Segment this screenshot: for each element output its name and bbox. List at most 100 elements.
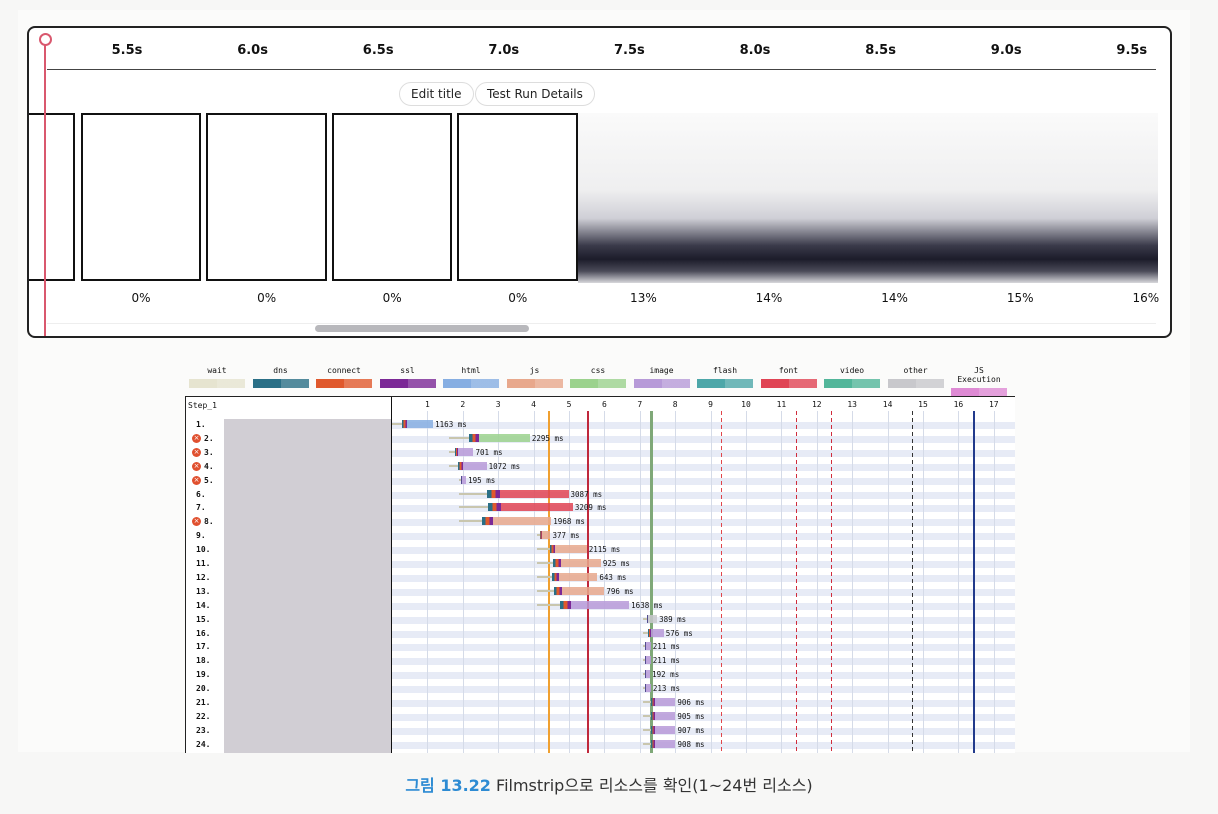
row-stripe [392, 672, 1015, 680]
time-label: 5.5s [111, 43, 143, 58]
wait-segment [459, 506, 488, 509]
grid-line [816, 411, 818, 753]
connect-segment [458, 461, 463, 470]
legend-swatch [570, 379, 626, 388]
legend-label: image [649, 366, 674, 375]
time-tick: 17 [988, 400, 999, 409]
row-stripe [392, 686, 1015, 694]
playhead-handle[interactable] [39, 33, 52, 46]
scroll-track [47, 323, 1156, 324]
waterfall-timeline: 1 2 3 4 5 6 7 8 9 10 11 12 13 14 15 16 17 1163 ms 2295 ms 7… [392, 397, 1015, 753]
request-bar[interactable] [646, 642, 651, 651]
request-bar[interactable] [457, 447, 474, 456]
legend-item: image [633, 366, 690, 388]
request-duration-label: 796 ms [606, 586, 634, 596]
error-icon: × [192, 517, 201, 527]
grid-line [710, 411, 712, 753]
time-tick: 6 [601, 400, 607, 409]
row-stripe [392, 602, 1015, 610]
filmstrip-frame[interactable] [332, 113, 452, 281]
grid-line [993, 411, 995, 753]
request-bar[interactable] [645, 670, 651, 679]
row-stripe [392, 449, 1015, 457]
request-bar[interactable] [407, 420, 434, 428]
request-bar[interactable] [655, 711, 676, 720]
request-bar[interactable] [555, 545, 587, 554]
time-label: 6.5s [362, 43, 394, 58]
legend-item: JS Execution [951, 366, 1007, 397]
filmstrip-panel: 5.5s 6.0s 6.5s 7.0s 7.5s 8.0s 8.5s 9.0s 9.5s Edi… [27, 26, 1172, 338]
request-bar[interactable] [501, 503, 573, 512]
playhead-line[interactable] [44, 40, 46, 336]
row-number: 9. [196, 531, 206, 541]
onload-line [830, 411, 832, 753]
caption-number: 그림 13.22 [405, 776, 491, 795]
request-bar[interactable] [655, 698, 676, 706]
edit-title-button[interactable]: Edit title [399, 82, 474, 106]
wait-segment [643, 617, 647, 620]
legend-swatch [951, 388, 1007, 397]
wait-segment [643, 659, 646, 662]
caption-text: Filmstrip으로 리소스를 확인(1~24번 리소스) [496, 776, 813, 795]
filmstrip-frame[interactable] [29, 113, 75, 281]
time-tick: 8 [672, 400, 678, 409]
request-duration-label: 389 ms [659, 614, 687, 624]
request-names-column: Step_1 1. 2. × 3. × 4. × 5. × 6. 7. 8. × 9. 10. 11. 12. 1… [186, 397, 392, 753]
row-stripe [392, 658, 1015, 666]
request-bar[interactable] [559, 572, 598, 581]
legend-item: connect [316, 366, 372, 388]
row-number: 16. [196, 628, 211, 638]
request-duration-label: 905 ms [677, 711, 705, 721]
row-number: 17. [196, 642, 211, 652]
legend-swatch [760, 379, 817, 388]
row-stripe [392, 435, 1015, 443]
test-run-details-button[interactable]: Test Run Details [475, 82, 595, 106]
request-bar[interactable] [499, 489, 569, 498]
filmstrip-screenshot-blurred[interactable] [578, 113, 1158, 283]
request-bar[interactable] [462, 461, 487, 470]
row-number: 10. [196, 545, 211, 555]
grid-line [498, 411, 500, 753]
connect-segment [553, 559, 561, 567]
grid-line [746, 411, 747, 753]
horizontal-scrollbar[interactable] [315, 325, 529, 332]
request-bar[interactable] [571, 600, 630, 609]
request-duration-label: 1968 ms [553, 517, 585, 527]
request-bar[interactable] [562, 586, 605, 595]
grid-line [427, 411, 429, 753]
row-stripe [392, 713, 1015, 721]
wait-segment [643, 742, 652, 745]
request-bar[interactable] [493, 517, 552, 526]
error-icon: × [192, 461, 201, 471]
wait-segment [448, 464, 459, 467]
request-bar[interactable] [461, 475, 467, 484]
filmstrip-frame[interactable] [457, 113, 578, 281]
time-tick: 9 [708, 400, 714, 409]
filmstrip-frame[interactable] [81, 113, 201, 281]
error-icon: × [192, 475, 201, 485]
row-number: 23. [196, 725, 211, 735]
request-bar[interactable] [542, 531, 551, 540]
request-bar[interactable] [648, 614, 658, 623]
wait-segment [643, 728, 652, 731]
legend-item: flash [697, 366, 753, 388]
time-tick: 5 [566, 400, 572, 409]
request-bar[interactable] [646, 684, 651, 693]
row-stripe [392, 491, 1015, 499]
row-stripe [392, 700, 1015, 707]
row-number: 5. [204, 475, 214, 485]
grid-line [781, 411, 783, 753]
legend-item: other [887, 366, 944, 388]
legend-label: video [839, 366, 865, 375]
wait-segment [448, 436, 469, 439]
time-label: 7.0s [488, 43, 520, 58]
row-number: 4. [204, 461, 214, 471]
request-bar[interactable] [646, 656, 651, 665]
request-bar[interactable] [655, 739, 676, 748]
request-bar[interactable] [650, 628, 664, 637]
visual-progress-label: 14% [755, 291, 783, 305]
request-bar[interactable] [478, 433, 530, 442]
filmstrip-frame[interactable] [206, 113, 327, 281]
request-bar[interactable] [560, 559, 601, 567]
request-bar[interactable] [655, 725, 676, 734]
